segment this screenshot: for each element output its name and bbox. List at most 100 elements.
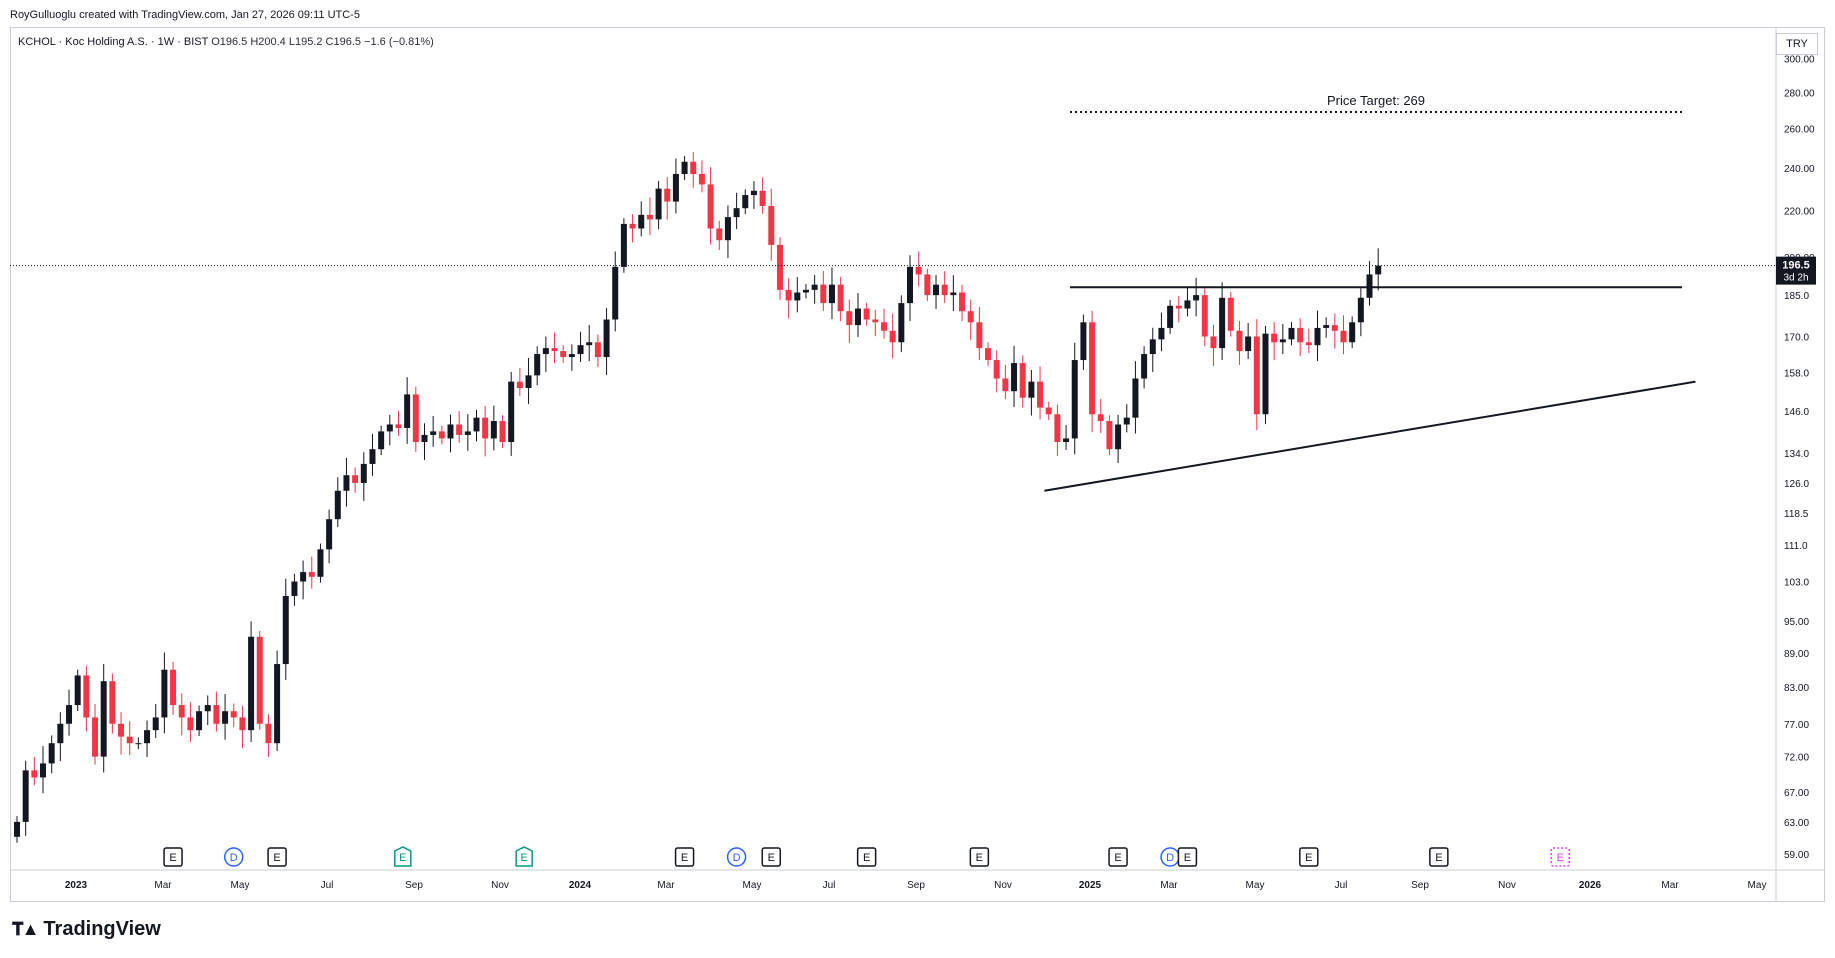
candle-body [863,308,870,320]
candle-body [291,581,298,596]
candle-body [1201,295,1208,337]
y-tick-label: 300.00 [1784,55,1815,66]
earnings-marker-icon [1177,847,1198,867]
candle-body [811,284,818,290]
candle-body [1245,336,1252,352]
candle-body [820,284,827,304]
candle-body [421,434,428,443]
candle-body [1175,305,1182,309]
y-tick-label: 103.0 [1784,578,1809,589]
candle-body [785,289,792,301]
dividend-marker-icon [726,847,747,867]
candle-body [1236,330,1243,352]
y-tick-label: 59.00 [1784,850,1809,861]
candle-body [74,675,81,706]
tv-logo-icon: 𝐓▲ [12,919,39,939]
event-marker-label: E [863,852,870,864]
candle-body [482,417,489,439]
candle-body [1011,363,1018,392]
candle-body [508,381,515,443]
chart-frame [10,27,1825,902]
y-tick-label: 220.00 [1784,206,1815,217]
y-tick-label: 111.0 [1784,541,1808,552]
candle-body [525,375,532,388]
candle-body [1071,360,1078,439]
candle-body [1063,438,1070,443]
candle-body [118,723,125,737]
earnings-marker-icon [761,847,782,867]
candle-body [447,424,454,439]
x-tick-label: May [743,880,762,891]
candle-body [854,308,861,326]
candle-body [967,311,974,323]
candle-body [976,322,983,349]
x-tick-label: May [231,880,250,891]
last-price-value: 196.5 [1782,260,1810,272]
earnings-marker-icon [1108,847,1128,867]
candle-body [898,303,905,343]
symbol-legend: KCHOL · Koc Holding A.S. · 1W · BIST O19… [18,36,434,48]
candle-body [681,161,688,174]
price-target-label: Price Target: 269 [1327,93,1425,108]
candle-body [1184,300,1191,309]
candle-body [776,244,783,290]
candle-body [1219,297,1226,349]
candle-body [1210,336,1217,349]
candle-body [352,475,359,483]
candle-body [534,354,541,376]
candle-body [915,266,922,275]
x-tick-label: Mar [1661,880,1679,891]
candle-body [1314,327,1321,346]
candle-body [768,205,775,245]
event-marker-label: E [768,852,775,864]
candle-body [742,195,749,209]
earnings-marker-icon [969,847,990,867]
earnings-marker-icon [1299,847,1319,867]
candle-body [724,217,731,241]
x-tick-label: 2025 [1079,880,1102,891]
earnings-marker-icon [674,847,695,867]
event-marker-label: D [1166,852,1174,864]
candle-body [14,821,20,837]
x-tick-label: Jul [1335,880,1348,891]
candle-body [933,284,940,296]
candle-body [1089,322,1096,415]
event-marker-label: E [273,852,280,864]
candle-body [1149,339,1156,355]
candle-body [950,292,957,296]
candle-body [1253,336,1260,415]
y-tick-label: 126.0 [1784,479,1809,490]
currency-button[interactable]: TRY [1776,33,1818,55]
candle-body [846,311,853,326]
candle-body [1045,407,1052,415]
chart-credit: RoyGulluoglu created with TradingView.co… [10,9,360,21]
candle-body [1340,330,1347,343]
candle-body [733,208,740,218]
candle-body [1349,322,1356,343]
event-marker-label: E [399,852,406,864]
candle-body [1115,424,1122,450]
x-tick-label: 2023 [65,880,88,891]
candle-body [1106,421,1113,450]
earnings-marker-icon [163,847,183,867]
candle-body [716,228,723,241]
candle-body [1028,381,1035,398]
x-tick-label: 2024 [569,880,592,891]
ohlc-values: O196.5 H200.4 L195.2 C196.5 −1.6 (−0.81%… [211,36,434,48]
candle-body [638,214,645,229]
y-tick-label: 89.00 [1784,649,1809,660]
earnings-marker-icon [267,847,287,867]
y-tick-label: 170.0 [1784,332,1809,343]
candle-body [386,424,393,432]
event-marker-label: E [1435,852,1442,864]
last-price-badge [1776,256,1816,285]
candle-body [612,266,619,320]
candle-body [872,319,879,323]
earnings-marker-icon [515,846,533,867]
event-marker-label: E [976,852,983,864]
y-tick-label: 240.00 [1784,164,1815,175]
tradingview-brand[interactable]: 𝐓▲ TradingView [12,918,161,941]
event-marker-label: E [1114,852,1121,864]
candle-body [672,173,679,202]
